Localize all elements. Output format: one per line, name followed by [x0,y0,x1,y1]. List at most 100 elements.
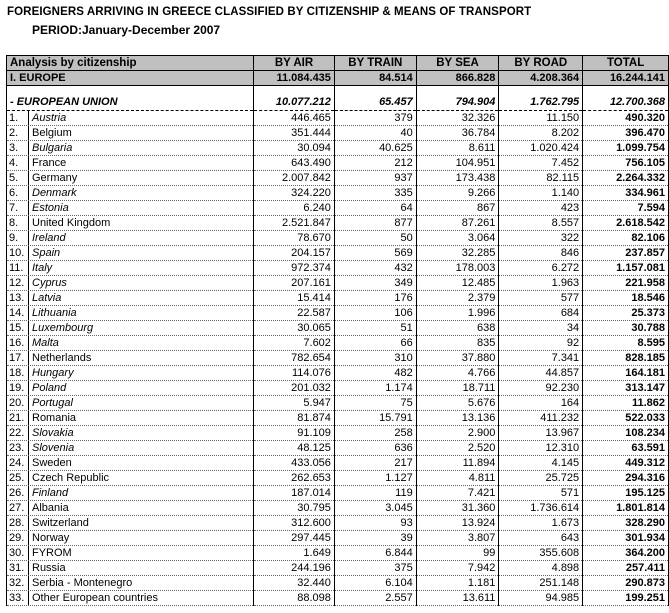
cell-sea: 2.379 [415,290,500,306]
cell-train: 212 [333,155,417,171]
cell-train: 64 [333,200,417,216]
country-cell: 13. Latvia [5,290,255,306]
country-cell: 1. Austria [5,110,255,126]
country-cell: 10. Spain [5,245,255,261]
cell-road: 11.150 [498,110,584,126]
region-road: 4.208.364 [498,70,584,86]
cell-air: 262.653 [253,470,335,486]
cell-air: 78.670 [253,230,335,246]
cell-road: 846 [498,245,584,261]
cell-train: 176 [333,290,417,306]
cell-sea: 18.711 [415,380,500,396]
cell-train: 937 [333,170,417,186]
table-row: 2. Belgium 351.444 40 36.784 8.202 396.470 [5,125,669,141]
cell-road: 92 [498,335,584,351]
country-cell: 8. United Kingdom [5,215,255,231]
row-index: 7. [8,201,29,215]
cell-road: 7.452 [498,155,584,171]
cell-road: 411.232 [498,410,584,426]
spacer-row [5,85,669,94]
cell-train: 349 [333,275,417,291]
country-name: Slovakia [32,427,74,439]
country-cell: 18. Hungary [5,365,255,381]
country-name: Serbia - Montenegro [32,577,133,589]
table-row: 22. Slovakia 91.109 258 2.900 13.967 108.234 [5,425,669,441]
row-index: 33. [8,591,29,605]
country-name: Ireland [32,232,66,244]
country-cell: 20. Portugal [5,395,255,411]
cell-total: 199.251 [582,590,669,606]
row-index: 25. [8,471,29,485]
cell-air: 2.007.842 [253,170,335,186]
cell-train: 432 [333,260,417,276]
cell-sea: 3.807 [415,530,500,546]
cell-air: 30.065 [253,320,335,336]
row-index: 3. [8,141,29,155]
cell-sea: 1.996 [415,305,500,321]
table-row: 31. Russia 244.196 375 7.942 4.898 257.411 [5,560,669,576]
cell-air: 32.440 [253,575,335,591]
region-air: 11.084.435 [253,70,335,86]
cell-total: 11.862 [582,395,669,411]
country-cell: 24. Sweden [5,455,255,471]
cell-train: 66 [333,335,417,351]
country-cell: 15. Luxembourg [5,320,255,336]
cell-road: 82.115 [498,170,584,186]
cell-train: 75 [333,395,417,411]
table-row: 33. Other European countries 88.098 2.557 13… [5,590,669,606]
header-row: Analysis by citizenship BY AIR BY TRAIN … [5,55,669,71]
cell-air: 972.374 [253,260,335,276]
cell-road: 8.202 [498,125,584,141]
cell-total: 294.316 [582,470,669,486]
cell-train: 636 [333,440,417,456]
row-index: 32. [8,576,29,590]
cell-road: 4.898 [498,560,584,576]
cell-sea: 13.611 [415,590,500,606]
row-index: 27. [8,501,29,515]
country-cell: 23. Slovenia [5,440,255,456]
cell-train: 482 [333,365,417,381]
cell-road: 251.148 [498,575,584,591]
country-name: Belgium [32,127,72,139]
eu-total: 12.700.368 [582,94,669,111]
cell-train: 3.045 [333,500,417,516]
cell-road: 1.020.424 [498,140,584,156]
row-index: 1. [8,111,29,125]
country-cell: 32. Serbia - Montenegro [5,575,255,591]
header-total: TOTAL [582,55,669,71]
cell-train: 51 [333,320,417,336]
cell-train: 310 [333,350,417,366]
cell-sea: 867 [415,200,500,216]
cell-road: 92.230 [498,380,584,396]
cell-total: 1.157.081 [582,260,669,276]
cell-train: 1.127 [333,470,417,486]
cell-road: 643 [498,530,584,546]
cell-sea: 37.880 [415,350,500,366]
row-index: 2. [8,126,29,140]
cell-total: 195.125 [582,485,669,501]
country-name: Germany [32,172,78,184]
table-row: 7. Estonia 6.240 64 867 423 7.594 [5,200,669,216]
cell-total: 1.099.754 [582,140,669,156]
cell-train: 2.557 [333,590,417,606]
cell-road: 355.608 [498,545,584,561]
cell-train: 6.104 [333,575,417,591]
table-row: 5. Germany 2.007.842 937 173.438 82.115 2.264.… [5,170,669,186]
table-row: 1. Austria 446.465 379 32.326 11.150 490.320 [5,110,669,126]
cell-total: 164.181 [582,365,669,381]
country-cell: 22. Slovakia [5,425,255,441]
country-cell: 26. Finland [5,485,255,501]
cell-total: 449.312 [582,455,669,471]
table-row: 19. Poland 201.032 1.174 18.711 92.230 313.147 [5,380,669,396]
eu-sea: 794.904 [415,94,500,111]
region-name: I. EUROPE [5,70,255,86]
cell-air: 88.098 [253,590,335,606]
row-index: 14. [8,306,29,320]
table-row: 32. Serbia - Montenegro 32.440 6.104 1.181 25… [5,575,669,591]
cell-road: 1.673 [498,515,584,531]
cell-train: 40.625 [333,140,417,156]
cell-total: 301.934 [582,530,669,546]
cell-train: 375 [333,560,417,576]
cell-sea: 7.942 [415,560,500,576]
table-row: 20. Portugal 5.947 75 5.676 164 11.862 [5,395,669,411]
